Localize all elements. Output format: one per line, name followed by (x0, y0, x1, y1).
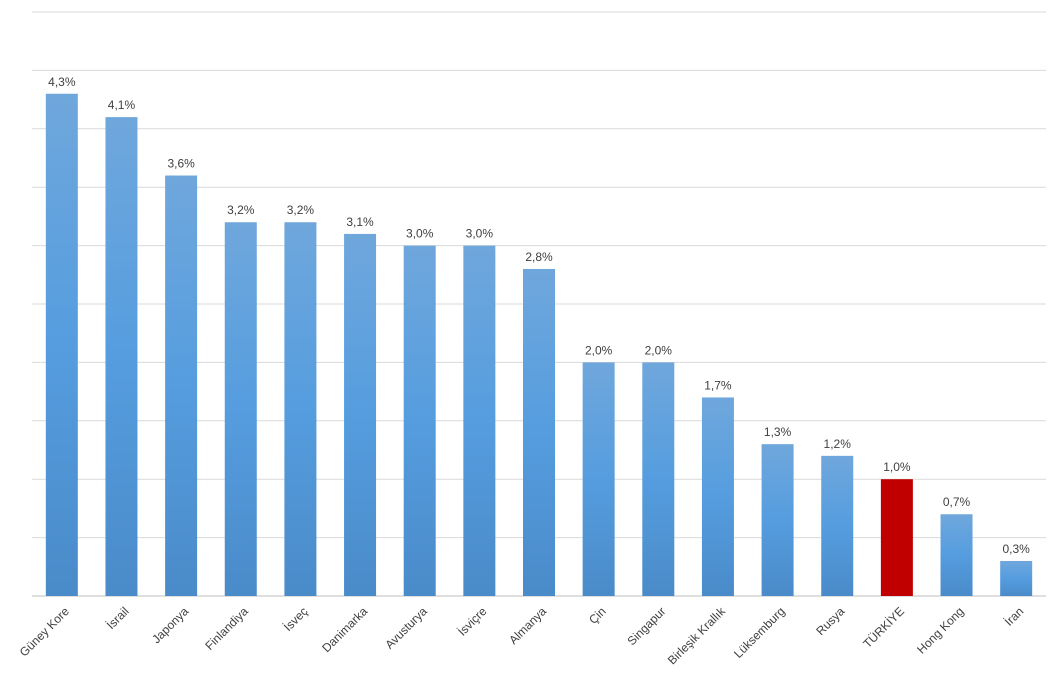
bar-13 (821, 455, 854, 596)
category-label-2: Japonya (149, 604, 191, 646)
data-label-1: 4,1% (108, 98, 136, 112)
bar-14 (880, 479, 913, 596)
category-label-13: Rusya (813, 604, 847, 638)
bar-12 (761, 444, 794, 596)
category-label-12: Lüksemburg (731, 604, 788, 661)
bar-0 (45, 93, 78, 596)
bar-6 (403, 245, 436, 596)
data-labels: 4,3% 4,1% 3,6% 3,2% 3,2% 3,1% 3,0% 3,0% 2,8% 2,0%… (48, 75, 1030, 556)
bar-16 (1000, 560, 1033, 596)
bar-4 (284, 222, 317, 597)
data-label-2: 3,6% (167, 157, 195, 171)
bar-3 (224, 222, 257, 597)
category-label-6: Avusturya (382, 604, 430, 652)
bar-7 (463, 245, 496, 596)
category-label-1: İsrail (104, 604, 132, 632)
category-label-4: İsveç (281, 604, 311, 634)
data-label-9: 2,0% (585, 343, 613, 357)
category-label-8: Almanya (506, 604, 549, 647)
bar-8 (523, 268, 555, 596)
category-label-16: İran (1002, 604, 1027, 629)
data-label-8: 2,8% (525, 250, 553, 264)
category-label-10: Singapur (625, 604, 669, 648)
bars (45, 93, 1033, 597)
data-label-13: 1,2% (824, 437, 852, 451)
bar-2 (165, 175, 198, 596)
bar-9 (582, 362, 615, 596)
category-label-3: Finlandiya (202, 604, 251, 653)
category-label-9: Çin (586, 604, 609, 627)
category-label-5: Danimarka (319, 604, 370, 655)
category-label-0: Güney Kore (17, 604, 72, 659)
data-label-14: 1,0% (883, 460, 911, 474)
data-label-6: 3,0% (406, 227, 434, 241)
data-label-15: 0,7% (943, 495, 971, 509)
data-label-0: 4,3% (48, 75, 76, 89)
data-label-5: 3,1% (346, 215, 374, 229)
bar-10 (642, 362, 675, 596)
data-label-11: 1,7% (704, 378, 732, 392)
category-label-11: Birleşik Krallık (665, 604, 729, 668)
category-label-14: TÜRKİYE (860, 604, 907, 651)
data-label-10: 2,0% (645, 343, 673, 357)
data-label-7: 3,0% (466, 227, 494, 241)
bar-1 (105, 117, 138, 597)
bar-5 (344, 233, 377, 597)
bar-11 (701, 397, 734, 596)
category-label-15: Hong Kong (914, 604, 966, 656)
data-label-16: 0,3% (1002, 542, 1030, 556)
data-label-4: 3,2% (287, 203, 315, 217)
data-label-3: 3,2% (227, 203, 255, 217)
category-label-7: İsviçre (455, 604, 490, 639)
data-label-12: 1,3% (764, 425, 792, 439)
category-labels: Güney Kore İsrail Japonya Finlandiya İsveç Da… (17, 604, 1027, 668)
bar-15 (940, 514, 973, 596)
